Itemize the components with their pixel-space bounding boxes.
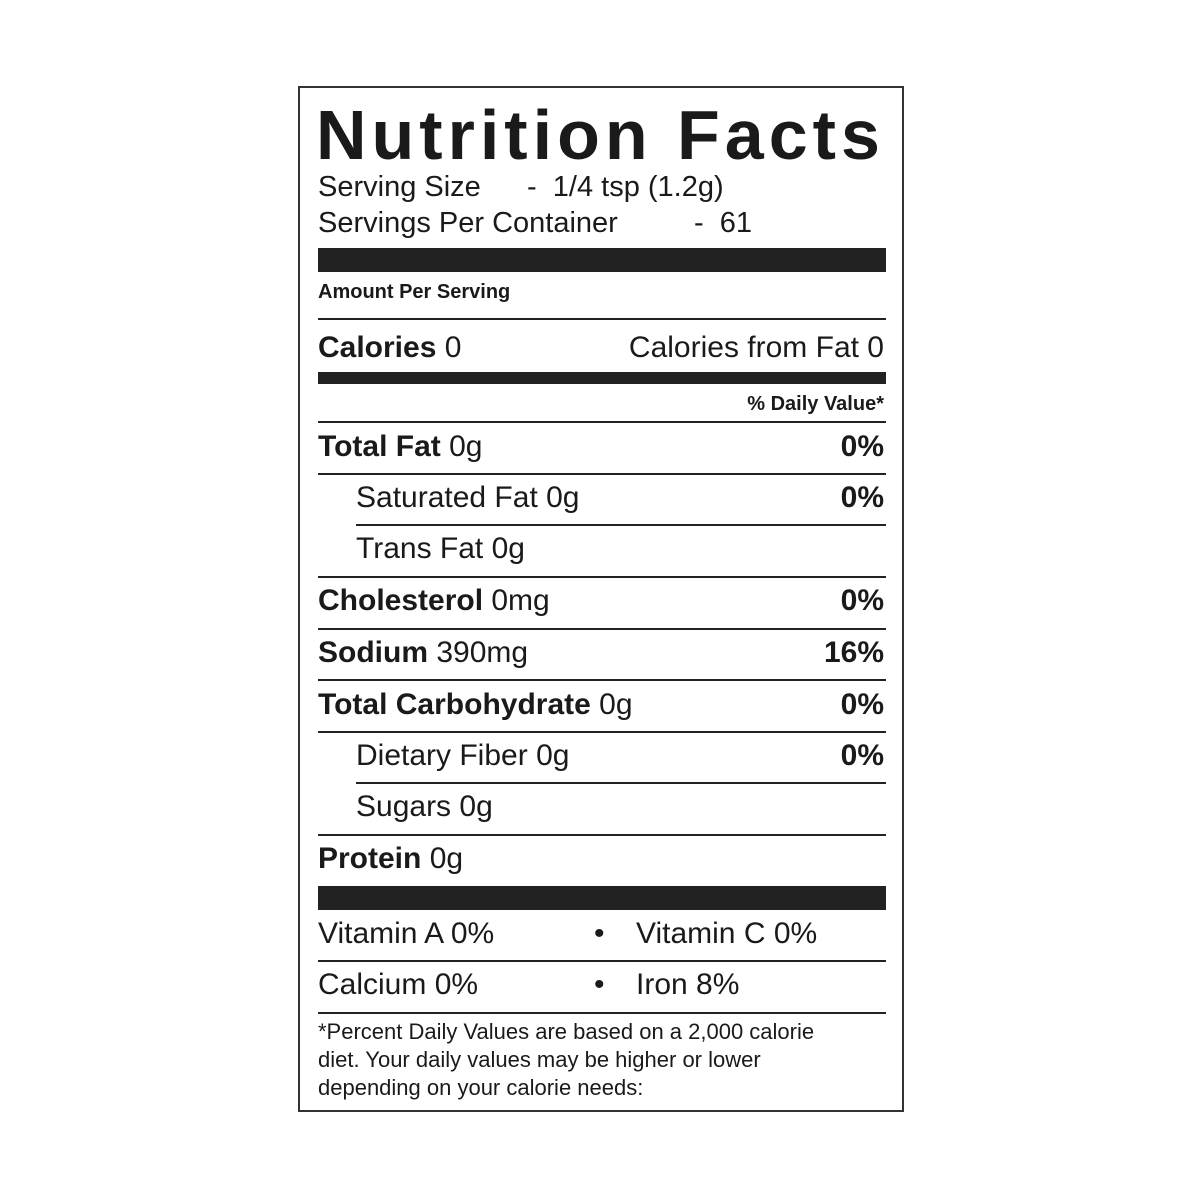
daily-value-header: % Daily Value* [747,393,884,415]
nutrient-row-sodium: Sodium 390mg [318,635,528,671]
nutrient-name: Sodium [318,636,428,669]
nutrient-amount: 0g [459,790,493,823]
divider [318,1012,886,1014]
servings-per-container-label: Servings Per Container [318,207,618,239]
vitamin-c: Vitamin C 0% [636,917,818,950]
nutrient-dv: 0% [840,481,884,514]
footnote-line: *Percent Daily Values are based on a 2,0… [318,1019,815,1044]
nutrient-row-dietary-fiber: Dietary Fiber 0g [356,738,569,774]
nutrient-name: Saturated Fat [356,481,538,514]
calories-from-fat: Calories from Fat 0 [628,331,884,364]
divider [318,960,886,962]
nutrient-amount: 0mg [491,584,550,617]
medium-divider [318,372,886,384]
nutrient-amount: 0g [536,739,570,772]
bullet: • [594,917,605,950]
nutrient-name: Total Fat [318,430,441,463]
nutrient-row-saturated-fat: Saturated Fat 0g [356,480,580,516]
divider [318,834,886,836]
label-title: Nutrition Facts [316,96,885,174]
divider [318,473,886,475]
nutrient-row-sugars: Sugars 0g [356,789,493,825]
nutrient-name: Protein [318,842,422,875]
thick-divider [318,886,886,910]
nutrient-dv: 0% [840,430,884,463]
iron: Iron 8% [636,968,740,1001]
nutrient-name: Trans Fat [356,532,484,565]
nutrient-amount: 390mg [436,636,529,669]
divider [318,421,886,423]
nutrient-amount: 0g [546,481,580,514]
vitamin-a: Vitamin A 0% [318,917,495,950]
divider [356,782,886,784]
amount-per-serving: Amount Per Serving [318,281,511,303]
nutrient-row-cholesterol: Cholesterol 0mg [318,583,550,619]
nutrient-name: Total Carbohydrate [318,688,591,721]
calcium: Calcium 0% [318,968,479,1001]
nutrient-name: Cholesterol [318,584,484,617]
divider [318,318,886,320]
nutrient-amount: 0g [491,532,525,565]
divider [318,731,886,733]
serving-size-value: - 1/4 tsp (1.2g) [527,171,724,203]
footnote-line: diet. Your daily values may be higher or… [318,1047,761,1072]
nutrient-dv: 0% [840,739,884,772]
bullet: • [594,968,605,1001]
nutrient-dv: 0% [840,688,884,721]
calories-row: Calories 0 [318,330,461,366]
footnote-line: depending on your calorie needs: [318,1075,644,1100]
nutrient-amount: 0g [449,430,483,463]
divider [318,576,886,578]
divider [318,679,886,681]
nutrient-name: Sugars [356,790,452,823]
divider [356,524,886,526]
nutrient-row-total-fat: Total Fat 0g [318,429,483,465]
serving-size-label: Serving Size [318,171,481,203]
nutrient-row-protein: Protein 0g [318,841,463,877]
calories-value: 0 [444,331,462,364]
nutrient-name: Dietary Fiber [356,739,528,772]
nutrient-amount: 0g [599,688,633,721]
thick-divider [318,248,886,272]
nutrient-row-trans-fat: Trans Fat 0g [356,531,525,567]
calories-label: Calories [318,331,437,364]
nutrition-label-border [298,86,904,1112]
nutrient-dv: 0% [840,584,884,617]
divider [318,628,886,630]
nutrient-dv: 16% [823,636,884,669]
servings-per-container-value: - 61 [694,207,753,239]
nutrient-amount: 0g [429,842,464,875]
nutrient-row-total-carbohydrate: Total Carbohydrate 0g [318,687,633,723]
